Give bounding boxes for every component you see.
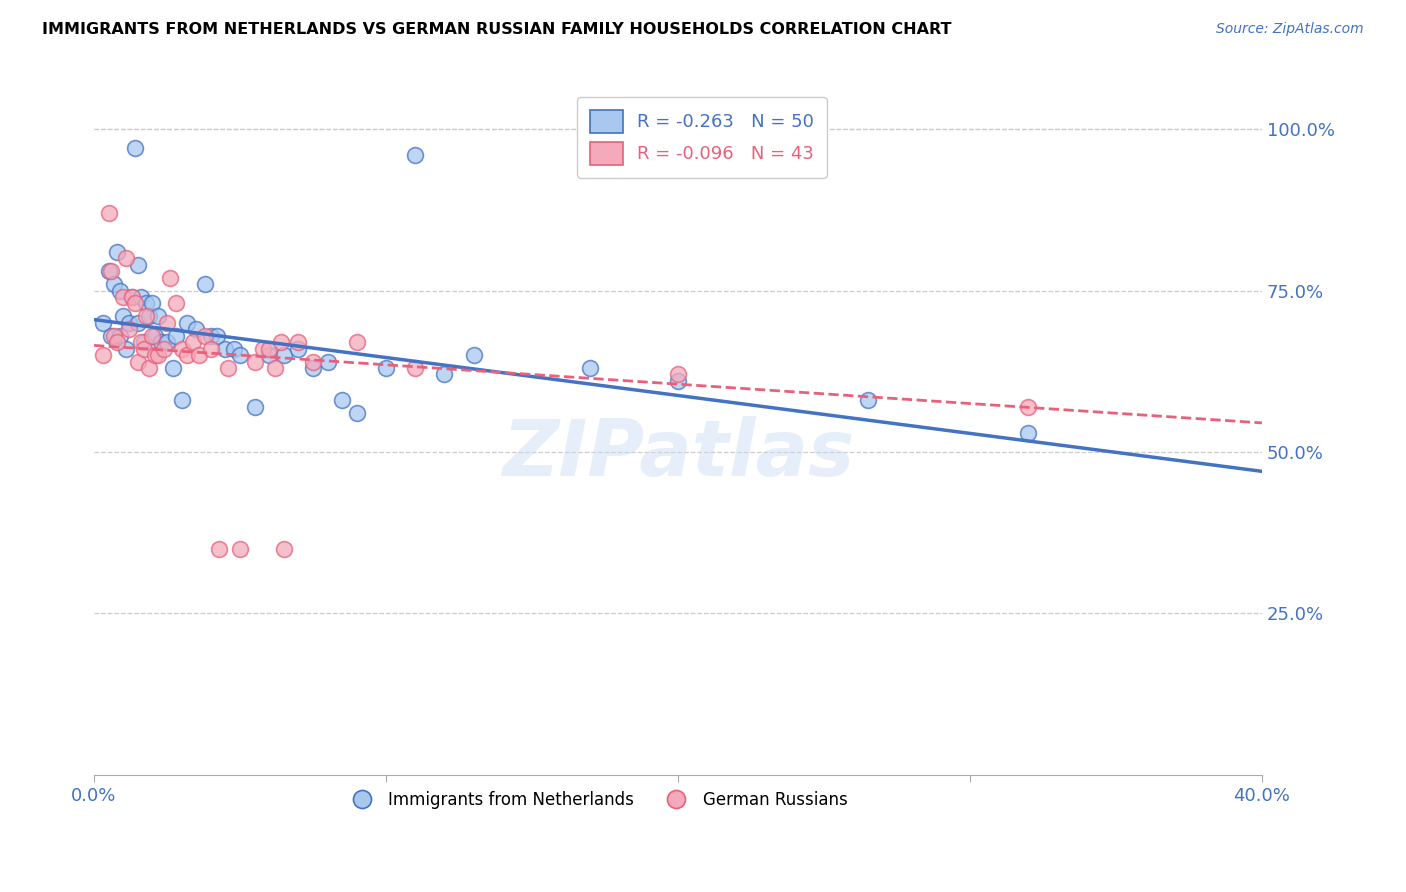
Point: [129, 335, 152, 350]
Point: [143, 328, 166, 343]
Point: [243, 354, 266, 368]
Point: [170, 342, 193, 356]
Legend: Immigrants from Netherlands, German Russians: Immigrants from Netherlands, German Russ…: [339, 784, 853, 815]
Point: [316, 354, 339, 368]
Point: [153, 342, 176, 356]
Point: [118, 322, 141, 336]
Point: [1017, 425, 1039, 440]
Point: [135, 310, 157, 324]
Point: [229, 348, 252, 362]
Point: [146, 310, 169, 324]
Point: [188, 348, 211, 362]
Point: [91, 316, 114, 330]
Point: [194, 328, 217, 343]
Point: [463, 348, 485, 362]
Point: [287, 335, 309, 350]
Point: [105, 335, 128, 350]
Point: [200, 342, 222, 356]
Point: [217, 361, 239, 376]
Point: [170, 393, 193, 408]
Point: [141, 296, 163, 310]
Point: [302, 354, 325, 368]
Point: [138, 361, 160, 376]
Point: [205, 328, 228, 343]
Point: [121, 290, 143, 304]
Point: [270, 335, 292, 350]
Point: [156, 316, 179, 330]
Point: [127, 354, 149, 368]
Point: [138, 310, 160, 324]
Point: [97, 206, 120, 220]
Point: [108, 284, 131, 298]
Point: [143, 348, 166, 362]
Point: [150, 335, 173, 350]
Point: [115, 342, 138, 356]
Point: [112, 310, 135, 324]
Point: [127, 316, 149, 330]
Point: [100, 328, 122, 343]
Point: [200, 328, 222, 343]
Text: ZIPatlas: ZIPatlas: [502, 416, 853, 492]
Point: [302, 361, 325, 376]
Point: [135, 296, 157, 310]
Point: [118, 316, 141, 330]
Point: [433, 368, 456, 382]
Point: [165, 296, 187, 310]
Point: [229, 541, 252, 556]
Point: [108, 328, 131, 343]
Point: [1017, 400, 1039, 414]
Point: [103, 328, 125, 343]
Point: [222, 342, 245, 356]
Point: [374, 361, 396, 376]
Point: [146, 348, 169, 362]
Point: [124, 296, 146, 310]
Point: [287, 342, 309, 356]
Point: [156, 335, 179, 350]
Point: [162, 361, 184, 376]
Point: [208, 541, 231, 556]
Point: [666, 368, 689, 382]
Point: [176, 348, 198, 362]
Point: [194, 277, 217, 291]
Point: [666, 374, 689, 388]
Point: [330, 393, 353, 408]
Point: [103, 277, 125, 291]
Point: [273, 541, 295, 556]
Point: [214, 342, 236, 356]
Point: [346, 335, 368, 350]
Point: [132, 342, 155, 356]
Point: [181, 335, 204, 350]
Point: [124, 141, 146, 155]
Point: [129, 290, 152, 304]
Text: Source: ZipAtlas.com: Source: ZipAtlas.com: [1216, 22, 1364, 37]
Point: [404, 148, 426, 162]
Point: [252, 342, 274, 356]
Text: IMMIGRANTS FROM NETHERLANDS VS GERMAN RUSSIAN FAMILY HOUSEHOLDS CORRELATION CHAR: IMMIGRANTS FROM NETHERLANDS VS GERMAN RU…: [42, 22, 952, 37]
Point: [856, 393, 879, 408]
Point: [115, 252, 138, 266]
Point: [273, 348, 295, 362]
Point: [91, 348, 114, 362]
Point: [257, 342, 280, 356]
Point: [105, 244, 128, 259]
Point: [346, 406, 368, 420]
Point: [97, 264, 120, 278]
Point: [579, 361, 602, 376]
Point: [257, 348, 280, 362]
Point: [159, 270, 181, 285]
Point: [165, 328, 187, 343]
Point: [132, 335, 155, 350]
Point: [184, 322, 207, 336]
Point: [112, 290, 135, 304]
Point: [127, 258, 149, 272]
Point: [176, 316, 198, 330]
Point: [100, 264, 122, 278]
Point: [243, 400, 266, 414]
Point: [121, 290, 143, 304]
Point: [141, 328, 163, 343]
Point: [404, 361, 426, 376]
Point: [264, 361, 287, 376]
